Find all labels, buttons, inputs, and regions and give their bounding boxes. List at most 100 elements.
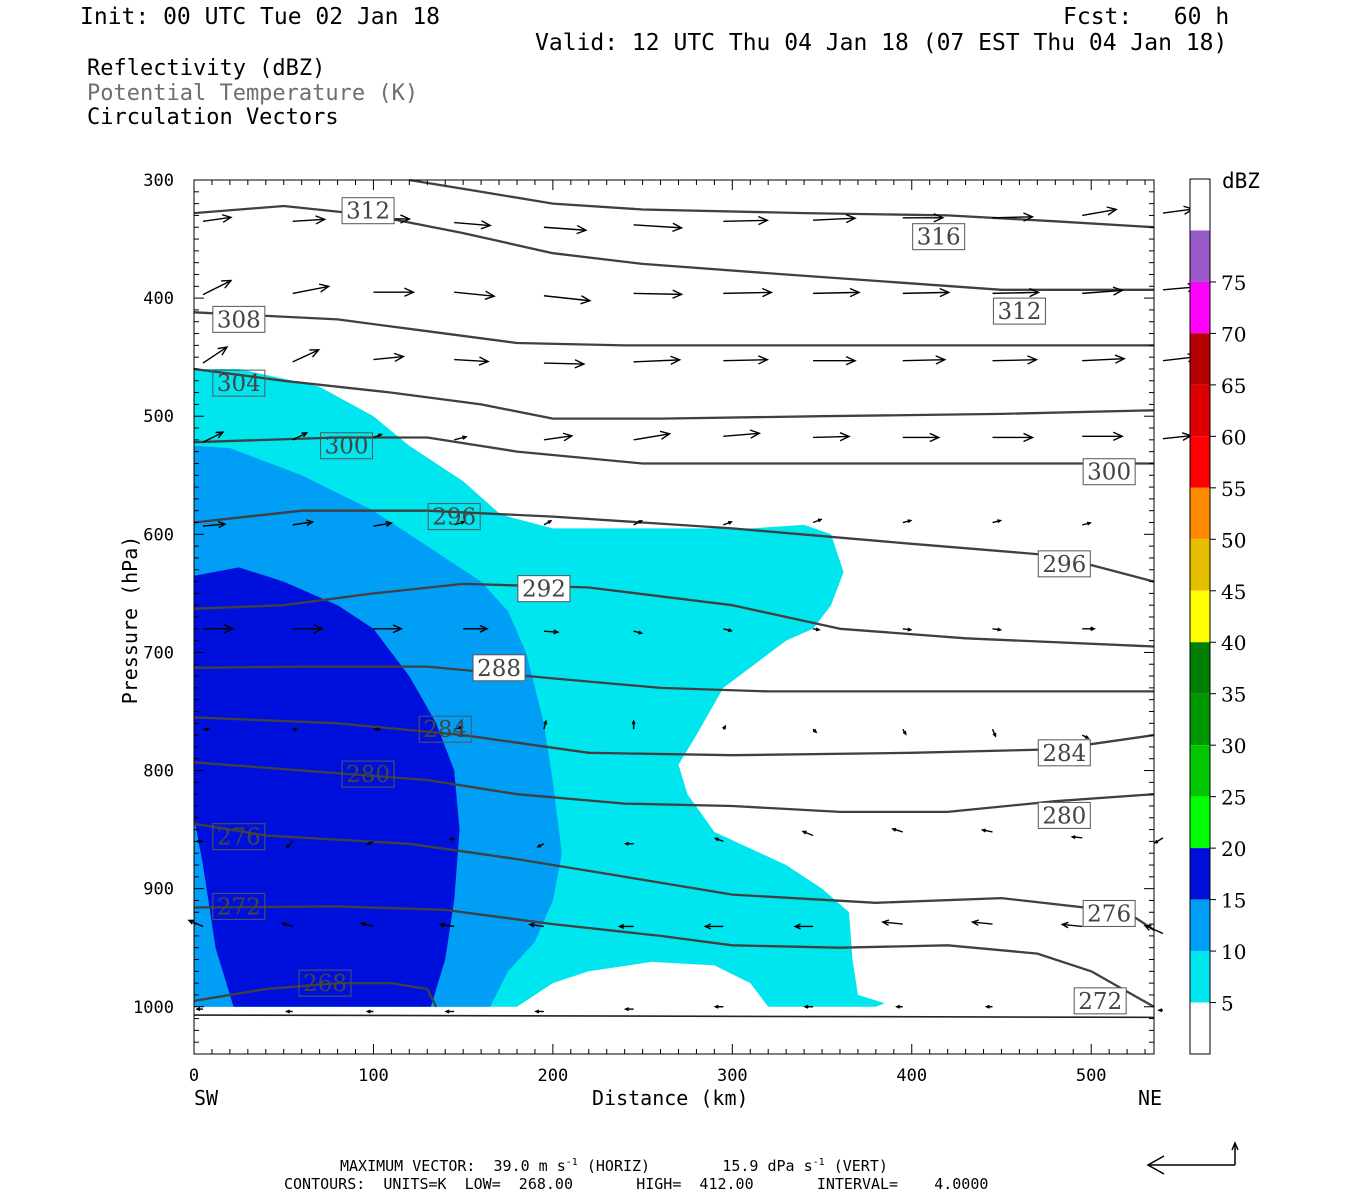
vector-arrow bbox=[1070, 835, 1083, 840]
colorbar-swatch bbox=[1190, 179, 1210, 231]
vector-arrow bbox=[902, 287, 951, 298]
svg-text:284: 284 bbox=[423, 717, 467, 743]
svg-text:312: 312 bbox=[997, 299, 1041, 325]
svg-text:304: 304 bbox=[217, 371, 261, 397]
vector-arrow bbox=[723, 355, 770, 365]
y-tick-label: 800 bbox=[143, 762, 174, 782]
colorbar-swatch bbox=[1190, 951, 1210, 1003]
colorbar-swatch bbox=[1190, 899, 1210, 952]
vector-arrow bbox=[1082, 626, 1096, 632]
colorbar-frame bbox=[1189, 178, 1211, 1055]
svg-text:280: 280 bbox=[1042, 803, 1086, 829]
x-tick-label: 100 bbox=[358, 1066, 389, 1086]
svg-text:296: 296 bbox=[1042, 552, 1086, 578]
vector-arrow bbox=[992, 519, 1003, 524]
vector-arrow bbox=[463, 624, 489, 633]
vector-arrow bbox=[633, 355, 682, 365]
colorbar-label: 30 bbox=[1221, 734, 1246, 758]
vector-arrow bbox=[623, 1007, 634, 1012]
sup-vert: -1 bbox=[812, 1157, 825, 1168]
vector-arrow bbox=[1082, 431, 1124, 441]
vector-arrow bbox=[543, 432, 574, 442]
max-vector-label: MAXIMUM VECTOR: bbox=[340, 1157, 476, 1175]
contour-label-300: 300 bbox=[1082, 458, 1136, 486]
svg-text:276: 276 bbox=[1087, 901, 1131, 927]
colorbar-label: 10 bbox=[1221, 940, 1246, 964]
vector-arrow bbox=[1082, 286, 1124, 296]
theta-contour-304 bbox=[193, 367, 1155, 420]
vector-arrow bbox=[202, 521, 227, 529]
vector-arrow bbox=[292, 727, 299, 732]
y-axis-label: Pressure (hPa) bbox=[118, 535, 142, 705]
x-label-ne: NE bbox=[1138, 1086, 1163, 1110]
vector-arrow bbox=[980, 828, 993, 833]
vector-arrow bbox=[534, 1009, 544, 1014]
contour-label-272: 272 bbox=[212, 892, 266, 920]
svg-text:296: 296 bbox=[432, 505, 476, 531]
vector-arrow bbox=[453, 520, 466, 526]
valid-time: Valid: 12 UTC Thu 04 Jan 18 (07 EST Thu … bbox=[535, 30, 1228, 56]
vector-arrow bbox=[812, 518, 823, 524]
colorbar-swatch bbox=[1190, 1002, 1210, 1054]
vector-arrow bbox=[617, 923, 634, 929]
vector-arrow bbox=[187, 919, 204, 928]
colorbar-swatch bbox=[1190, 281, 1210, 334]
reflectivity-fills bbox=[193, 369, 1155, 1019]
svg-text:284: 284 bbox=[1042, 741, 1086, 767]
vector-arrow bbox=[812, 627, 821, 632]
theta-contour-316 bbox=[409, 178, 1155, 229]
vector-arrow bbox=[803, 1004, 814, 1009]
colorbar-swatch bbox=[1190, 436, 1210, 488]
contour-label-296: 296 bbox=[1037, 550, 1091, 578]
vector-arrow bbox=[373, 352, 406, 363]
vector-arrow bbox=[623, 841, 634, 846]
colorbar-label: 75 bbox=[1221, 271, 1246, 295]
colorbar-swatch bbox=[1190, 796, 1210, 849]
vector-arrow bbox=[543, 719, 548, 730]
vector-arrow bbox=[373, 727, 382, 732]
vector-arrow bbox=[992, 627, 1003, 632]
vector-arrow bbox=[891, 827, 903, 833]
vector-arrow bbox=[991, 728, 997, 738]
vector-arrow bbox=[723, 287, 774, 298]
colorbar-swatch bbox=[1190, 539, 1210, 591]
x-axis-label: Distance (km) bbox=[592, 1086, 749, 1110]
theta-contours bbox=[193, 178, 1155, 1008]
svg-text:276: 276 bbox=[217, 825, 261, 851]
max-vector-horiz-unit: (HORIZ) bbox=[586, 1157, 651, 1175]
vector-arrow bbox=[633, 430, 672, 441]
colorbar-unit: dBZ bbox=[1222, 169, 1260, 193]
vector-arrow bbox=[202, 431, 225, 443]
vector-arrow bbox=[722, 724, 727, 730]
vector-arrow bbox=[713, 1004, 724, 1009]
colorbar-label: 55 bbox=[1221, 477, 1246, 501]
colorbar-label: 25 bbox=[1221, 786, 1246, 810]
vector-arrow bbox=[881, 919, 903, 926]
vector-arrow bbox=[292, 349, 321, 363]
vector-arrow bbox=[202, 727, 211, 732]
vector-arrow bbox=[902, 519, 913, 524]
contour-label-284: 284 bbox=[1037, 739, 1091, 767]
vector-arrow bbox=[902, 432, 941, 443]
vector-arrow bbox=[373, 520, 394, 527]
vector-arrow bbox=[723, 215, 770, 226]
vector-arrow bbox=[454, 725, 464, 730]
contour-label-300: 300 bbox=[320, 432, 374, 460]
vector-arrow bbox=[992, 212, 1035, 222]
colorbar-label: 35 bbox=[1221, 683, 1246, 707]
colorbar-swatch bbox=[1190, 693, 1210, 746]
vector-arrow bbox=[812, 728, 818, 734]
vector-arrow bbox=[633, 222, 684, 233]
max-vector-vert-unit: (VERT) bbox=[833, 1157, 888, 1175]
vector-arrow bbox=[902, 627, 913, 632]
svg-text:312: 312 bbox=[346, 199, 390, 225]
vector-arrow bbox=[359, 922, 374, 928]
y-tick-label: 600 bbox=[143, 525, 174, 545]
vector-arrow bbox=[1082, 206, 1118, 217]
vector-arrow bbox=[801, 830, 814, 837]
contour-labels: 268 272 276 280 284 288 292 296 300 304 308 312 316 3… bbox=[212, 197, 1136, 1015]
vector-arrow bbox=[1157, 1008, 1163, 1013]
svg-text:308: 308 bbox=[217, 307, 261, 333]
vector-arrow bbox=[202, 346, 229, 364]
